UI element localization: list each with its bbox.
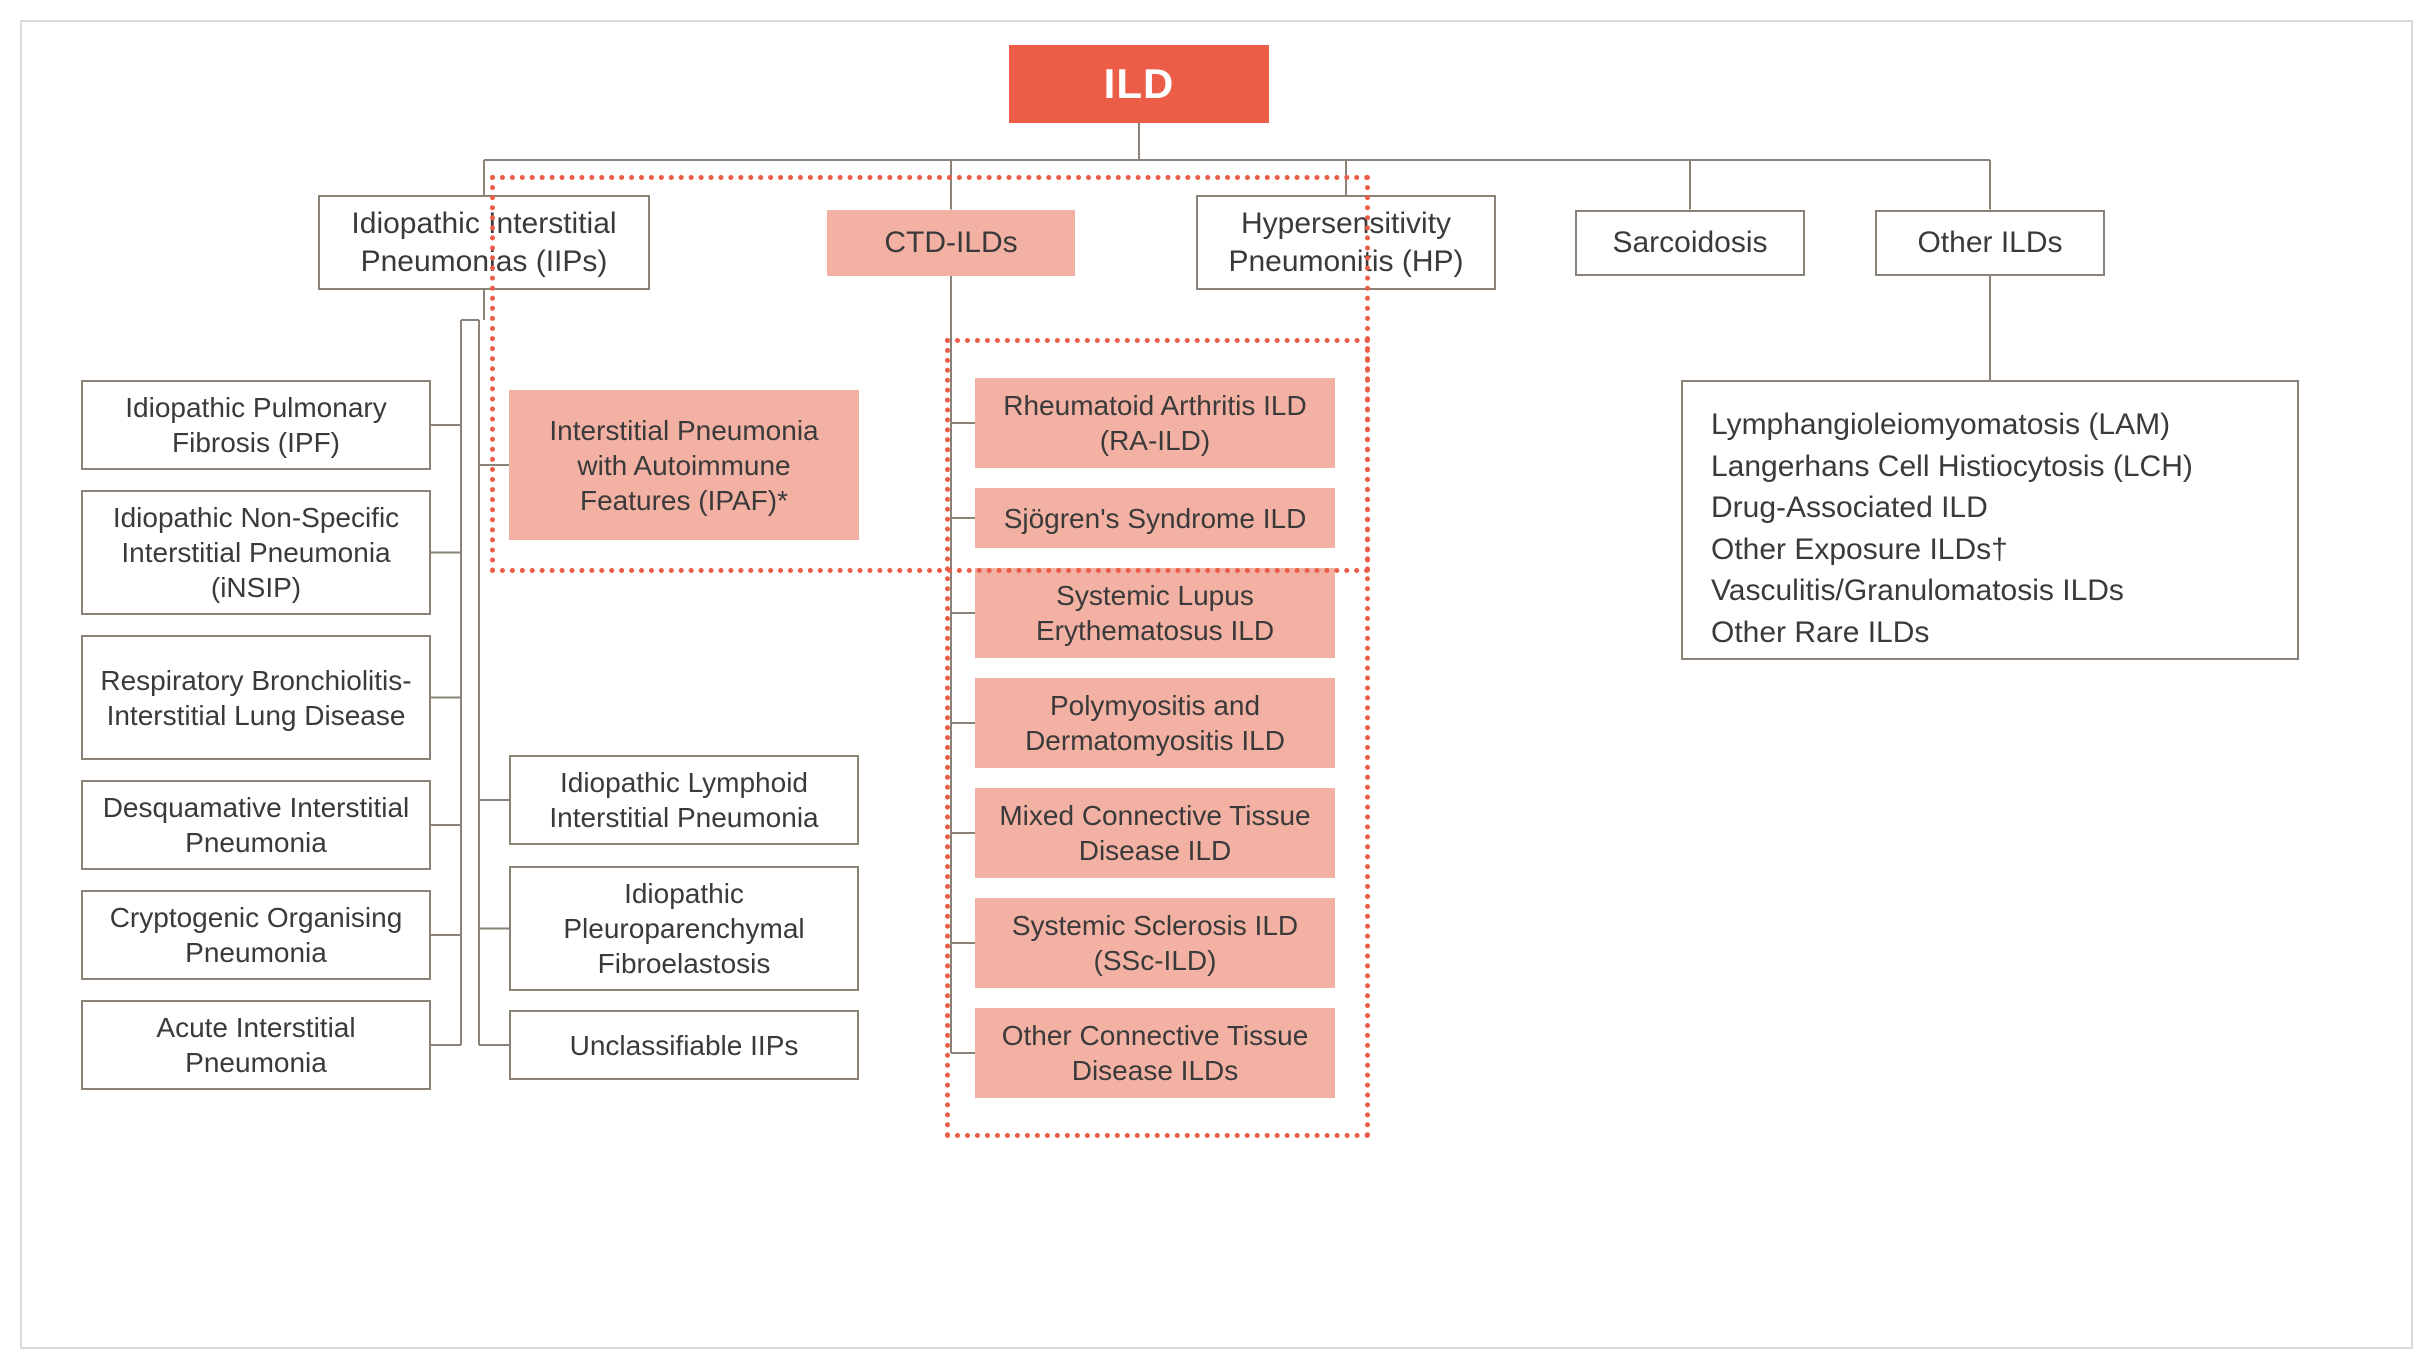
iip-left-0: Idiopathic Pulmonary Fibrosis (IPF): [81, 380, 431, 470]
other-ild-item-2: Drug-Associated ILD: [1711, 489, 1988, 527]
root-node: ILD: [1009, 45, 1269, 123]
branch-sarc: Sarcoidosis: [1575, 210, 1805, 276]
other-ild-item-1: Langerhans Cell Histiocytosis (LCH): [1711, 448, 2193, 486]
other-ild-item-3: Other Exposure ILDs†: [1711, 531, 2008, 569]
iip-left-4: Cryptogenic Organising Pneumonia: [81, 890, 431, 980]
other-ild-list: Lymphangioleiomyomatosis (LAM) Langerhans…: [1681, 380, 2299, 660]
iip-right-0: Idiopathic Lymphoid Interstitial Pneumon…: [509, 755, 859, 845]
iip-right-1: Idiopathic Pleuroparenchymal Fibroelasto…: [509, 866, 859, 991]
other-ild-item-5: Other Rare ILDs: [1711, 614, 1929, 652]
iip-left-2: Respiratory Bronchiolitis-Interstitial L…: [81, 635, 431, 760]
other-ild-item-4: Vasculitis/Granulomatosis ILDs: [1711, 572, 2124, 610]
other-ild-item-0: Lymphangioleiomyomatosis (LAM): [1711, 406, 2170, 444]
dotted-region-bottom: [945, 338, 1370, 1138]
iip-left-5: Acute Interstitial Pneumonia: [81, 1000, 431, 1090]
iip-left-3: Desquamative Interstitial Pneumonia: [81, 780, 431, 870]
iip-right-2: Unclassifiable IIPs: [509, 1010, 859, 1080]
diagram-canvas: ILDIdiopathic Interstitial Pneumonias (I…: [0, 0, 2433, 1369]
iip-left-1: Idiopathic Non-Specific Interstitial Pne…: [81, 490, 431, 615]
branch-other: Other ILDs: [1875, 210, 2105, 276]
